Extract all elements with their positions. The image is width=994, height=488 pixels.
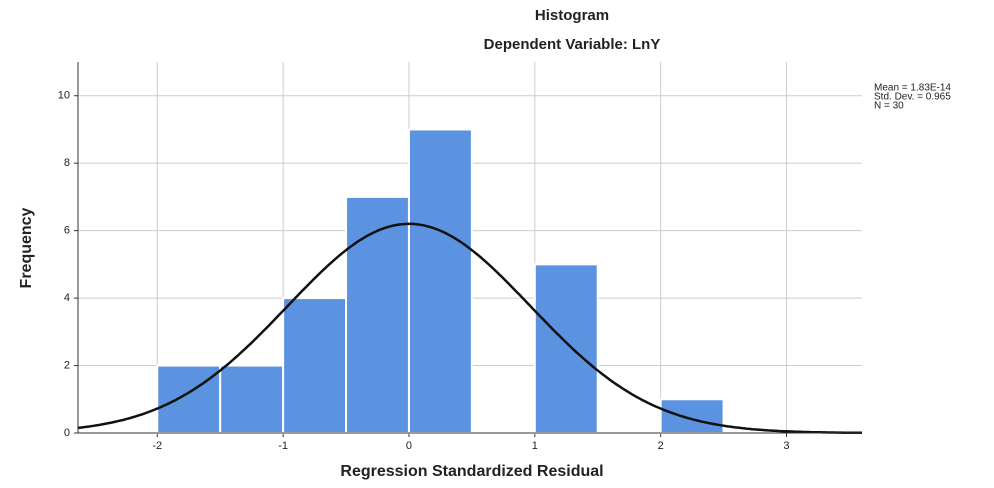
stat-label: Std. Dev. = 0.965 <box>874 92 951 103</box>
x-tick-label: 0 <box>406 440 412 452</box>
x-tick-label: -1 <box>278 440 288 452</box>
y-tick-label: 8 <box>64 157 70 169</box>
y-tick-label: 2 <box>64 359 70 371</box>
bar <box>156 364 222 434</box>
bar <box>407 128 473 434</box>
stat-label: Mean = 1.83E-14 <box>874 83 951 94</box>
y-tick-label: 6 <box>64 225 70 237</box>
x-tick-label: 2 <box>658 440 664 452</box>
bar <box>219 364 285 434</box>
bar <box>345 195 410 434</box>
bar <box>282 297 348 434</box>
bar <box>659 398 725 435</box>
y-tick-label: 10 <box>58 90 70 102</box>
y-tick-label: 4 <box>64 292 70 304</box>
normal-curve <box>77 222 862 435</box>
x-axis-title: Regression Standardized Residual <box>340 463 603 480</box>
y-tick-label: 0 <box>64 427 70 439</box>
x-tick-label: 1 <box>532 440 538 452</box>
stat-label: N = 30 <box>874 101 904 112</box>
x-tick-label: -2 <box>152 440 162 452</box>
bar <box>533 263 599 435</box>
x-tick-label: 3 <box>783 440 789 452</box>
y-axis-title: Frequency <box>18 207 35 288</box>
chart-subtitle: Dependent Variable: LnY <box>484 36 661 53</box>
chart-title: Histogram <box>535 7 609 24</box>
